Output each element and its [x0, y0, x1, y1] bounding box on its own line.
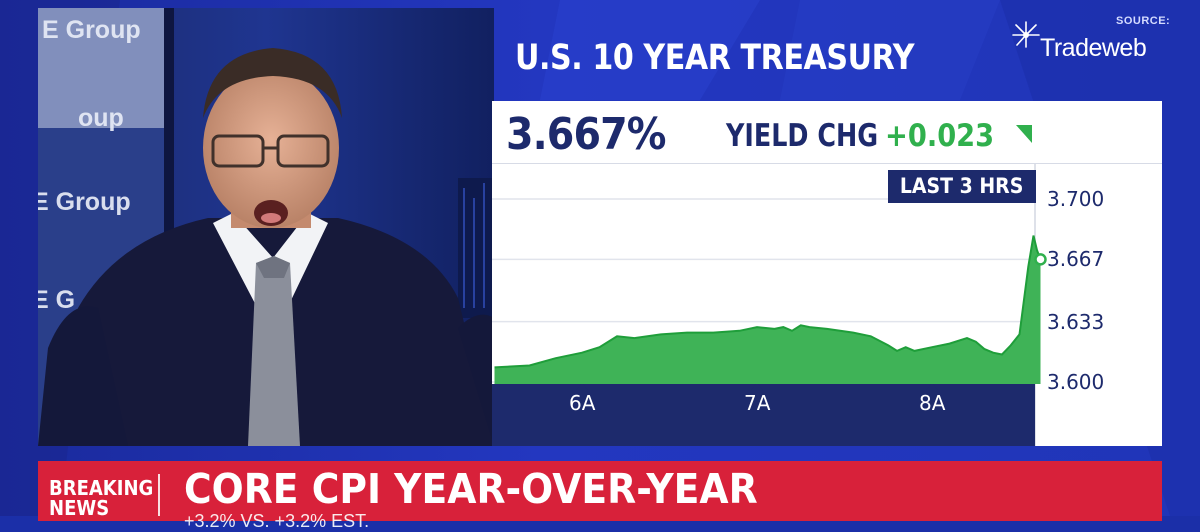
time-range-badge: LAST 3 HRS — [888, 170, 1036, 203]
x-axis-band — [492, 383, 1035, 446]
source-label: SOURCE: — [1116, 15, 1171, 27]
yield-change-value: +0.023 — [885, 118, 995, 154]
breaking-news-tag: BREAKING NEWS — [49, 478, 165, 518]
x-tick-label: 8A — [919, 391, 946, 415]
wall-logo-text: oup — [78, 104, 124, 132]
x-tick-marker — [576, 383, 588, 390]
y-tick-label: 3.633 — [1047, 309, 1105, 334]
time-range-label: LAST 3 HRS — [900, 174, 1024, 198]
wall-logo-text: E G — [38, 286, 76, 314]
y-tick-label: 3.667 — [1047, 247, 1105, 272]
lower-third-divider — [158, 474, 160, 516]
quote-panel: 3.667% YIELD CHG +0.023 6A 7A 8A 3.700 3… — [492, 101, 1162, 446]
y-tick-label: 3.600 — [1047, 370, 1105, 394]
yield-row: 3.667% YIELD CHG +0.023 — [492, 101, 1162, 164]
breaking-label: BREAKING — [49, 476, 154, 500]
news-label: NEWS — [49, 496, 110, 520]
x-tick-label: 6A — [569, 391, 596, 415]
y-tick-label: 3.700 — [1047, 187, 1105, 211]
yield-area-series — [494, 235, 1041, 384]
x-tick-marker — [751, 383, 763, 390]
yield-line-series — [494, 235, 1042, 369]
yield-price: 3.667% — [506, 109, 666, 160]
change-up-arrow-icon — [1016, 125, 1032, 143]
x-axis-ticks — [576, 383, 938, 390]
x-tick-label: 7A — [744, 391, 771, 415]
lower-third-title: CORE CPI YEAR-OVER-YEAR — [184, 465, 758, 513]
yield-change-label: YIELD CHG — [726, 118, 879, 154]
last-value-marker — [1034, 253, 1047, 266]
wall-logo-text: E Group — [42, 16, 141, 44]
lower-third-subtitle: +3.2% VS. +3.2% EST. — [184, 511, 370, 531]
graphic-headline: U.S. 10 YEAR TREASURY — [515, 38, 915, 78]
video-feed: E Group oup E Group E G — [38, 8, 494, 446]
tradeweb-logo-icon — [1012, 21, 1040, 48]
wall-logo-text: E Group — [38, 188, 131, 216]
lower-third: BREAKING NEWS CORE CPI YEAR-OVER-YEAR +3… — [38, 461, 1162, 531]
source-name: Tradeweb — [1040, 34, 1147, 62]
anchor-video — [38, 8, 494, 446]
x-tick-marker — [926, 383, 938, 390]
